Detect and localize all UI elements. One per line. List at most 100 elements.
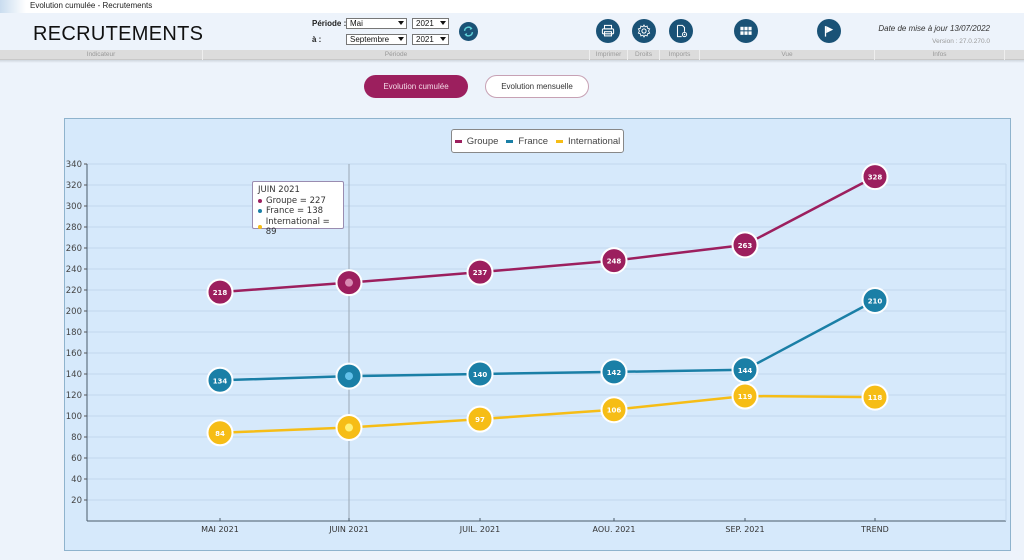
to-year-select[interactable]: 2021	[412, 34, 449, 45]
data-label: 210	[868, 298, 883, 306]
data-point-international	[731, 382, 759, 410]
x-tick-label: AOU. 2021	[593, 525, 636, 534]
legend-label-groupe: Groupe	[466, 135, 499, 147]
from-month-value: Mai	[350, 19, 363, 28]
x-tick-label: TREND	[860, 525, 889, 534]
series-line-international	[219, 394, 876, 435]
data-point-groupe	[206, 278, 234, 306]
y-tick-label: 180	[66, 328, 82, 338]
section-infos: Infos	[875, 50, 1005, 60]
chevron-down-icon	[398, 37, 404, 41]
section-imports: Imports	[660, 50, 700, 60]
print-button[interactable]	[596, 19, 620, 43]
data-point-groupe	[861, 163, 889, 191]
data-label: 97	[475, 416, 485, 424]
x-tick-label: JUIN 2021	[328, 525, 368, 534]
ribbon: RECRUTEMENTS Période : à : Mai 2021 Sept…	[0, 13, 1024, 50]
grid-icon	[740, 26, 752, 35]
section-imprimer: Imprimer	[590, 50, 628, 60]
y-tick-label: 80	[71, 433, 82, 443]
period-from-label: Période :	[312, 19, 347, 28]
from-year-select[interactable]: 2021	[412, 18, 449, 29]
tooltip-title: JUIN 2021	[258, 185, 300, 195]
tooltip-line-france: France = 138	[266, 206, 324, 216]
data-point-international	[466, 405, 494, 433]
data-label: 118	[868, 394, 883, 402]
to-month-select[interactable]: Septembre	[346, 34, 407, 45]
data-label: 106	[607, 407, 622, 415]
y-tick-label: 100	[66, 412, 82, 422]
legend-item-france[interactable]: France	[506, 136, 548, 147]
from-month-select[interactable]: Mai	[346, 18, 407, 29]
gear-icon	[637, 24, 651, 38]
legend-label-international: International	[567, 135, 621, 147]
section-periode: Période	[203, 50, 590, 60]
data-point-france	[600, 358, 628, 386]
window-titlebar: Evolution cumulée - Recrutements	[0, 0, 1024, 13]
refresh-button[interactable]	[459, 22, 478, 41]
legend-swatch-france	[506, 139, 514, 143]
chart-tooltip: JUIN 2021 Groupe = 227 France = 138 Inte…	[252, 181, 344, 237]
legend-item-groupe[interactable]: Groupe	[454, 135, 499, 147]
app-icon	[0, 0, 26, 13]
legend-swatch-groupe	[454, 139, 462, 143]
data-point-france	[206, 366, 234, 394]
printer-icon	[601, 24, 615, 37]
data-label: 328	[868, 174, 883, 182]
x-tick-label: MAI 2021	[201, 525, 239, 534]
data-point-groupe	[731, 231, 759, 259]
flag-icon	[824, 26, 834, 37]
data-label: 140	[473, 371, 488, 379]
chevron-down-icon	[440, 37, 446, 41]
tooltip-dot-international	[258, 225, 262, 229]
hover-marker	[345, 423, 353, 432]
data-label: 248	[607, 258, 622, 266]
ribbon-section-labels: Indicateur Période Imprimer Droits Impor…	[0, 50, 1024, 60]
section-indicateur: Indicateur	[0, 50, 203, 60]
legend-swatch-international	[555, 139, 563, 143]
x-tick-label: SEP. 2021	[725, 525, 764, 534]
data-point-groupe	[466, 258, 494, 286]
to-year-value: 2021	[416, 35, 434, 44]
section-vue: Vue	[700, 50, 875, 60]
tooltip-line-groupe: Groupe = 227	[266, 195, 326, 206]
update-date: Date de mise à jour 13/07/2022	[878, 24, 990, 33]
y-tick-label: 140	[66, 370, 82, 380]
page-title: RECRUTEMENTS	[33, 23, 204, 45]
monthly-evolution-button[interactable]: Evolution mensuelle	[485, 75, 589, 98]
imports-button[interactable]	[669, 19, 693, 43]
data-label: 218	[213, 289, 228, 297]
data-label: 84	[215, 430, 225, 438]
legend-item-international[interactable]: International	[555, 135, 621, 147]
y-tick-label: 340	[66, 160, 82, 170]
legend-label-france: France	[518, 135, 548, 147]
data-point-international	[600, 396, 628, 424]
y-tick-label: 320	[66, 181, 82, 191]
refresh-icon	[463, 26, 474, 37]
y-tick-label: 20	[71, 496, 82, 506]
y-tick-label: 280	[66, 223, 82, 233]
strip-shadow	[0, 60, 1024, 63]
data-point-france	[731, 356, 759, 384]
view-button[interactable]	[734, 19, 758, 43]
from-year-value: 2021	[416, 19, 434, 28]
chevron-down-icon	[440, 21, 446, 25]
chevron-down-icon	[398, 21, 404, 25]
hover-marker	[345, 278, 353, 287]
data-point-france	[466, 360, 494, 388]
y-tick-label: 300	[66, 202, 82, 212]
tooltip-dot-groupe	[258, 198, 262, 203]
rights-button[interactable]	[632, 19, 656, 43]
period-to-label: à :	[312, 35, 322, 44]
y-tick-label: 40	[71, 475, 82, 485]
flag-button[interactable]	[817, 19, 841, 43]
data-point-international	[206, 419, 234, 447]
y-tick-label: 160	[66, 349, 82, 359]
data-label: 237	[473, 269, 488, 277]
cumulative-evolution-button[interactable]: Evolution cumulée	[364, 75, 468, 98]
chart-legend: Groupe France International	[451, 129, 624, 153]
x-tick-label: JUIL. 2021	[459, 525, 500, 534]
version-label: Version : 27.0.270.0	[932, 38, 990, 45]
section-droits: Droits	[628, 50, 660, 60]
y-tick-label: 220	[66, 286, 82, 296]
